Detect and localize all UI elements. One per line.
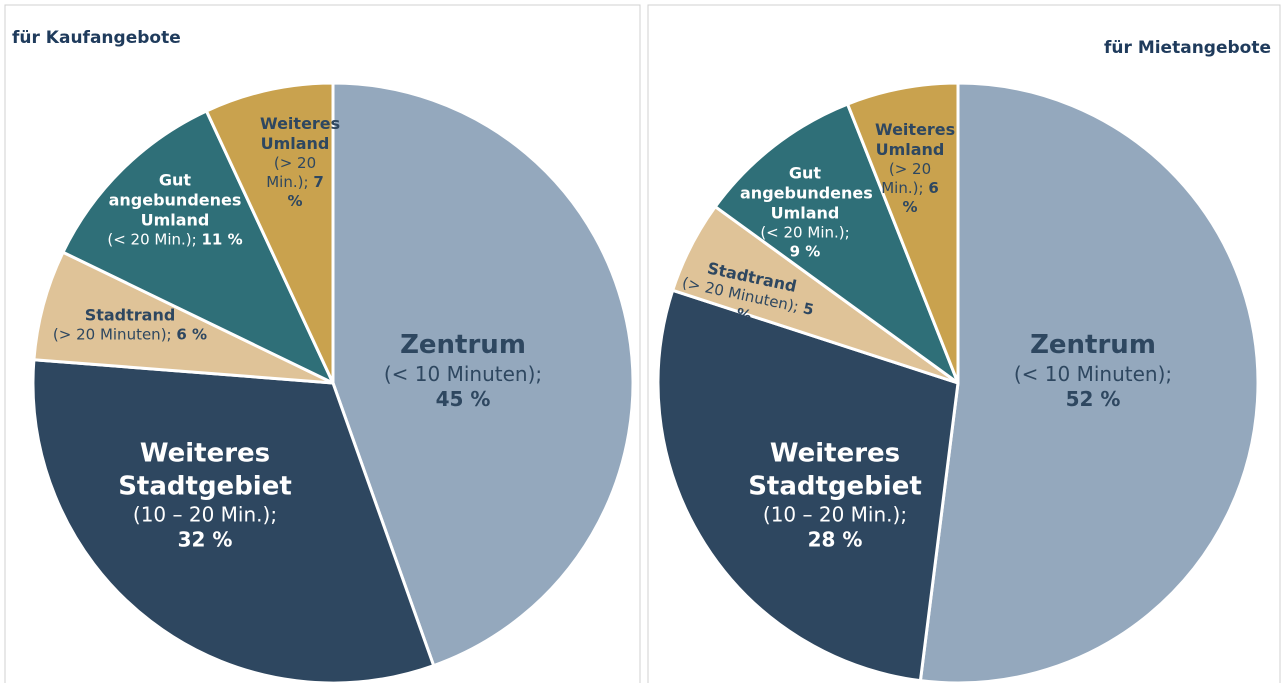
slice-label: Gut angebundenes Umland (< 20 Min.); 11 % bbox=[95, 171, 255, 250]
slice-note: (10 – 20 Min.); bbox=[762, 502, 908, 527]
slice-label: Gut angebundenes Umland (< 20 Min.); 9 % bbox=[740, 163, 873, 261]
panel-border bbox=[647, 4, 1281, 683]
pie-slice bbox=[656, 288, 960, 683]
slice-note: (< 20 Min.); bbox=[760, 223, 850, 242]
slice-note: (< 20 Min.); bbox=[107, 230, 197, 249]
chart-title: für Mietangebote bbox=[1104, 38, 1271, 58]
category-name: Weiteres Umland bbox=[260, 113, 341, 153]
chart-title: für Kaufangebote bbox=[12, 28, 181, 48]
pie-slice bbox=[918, 81, 1260, 683]
pie-slice bbox=[713, 102, 960, 385]
pie-slice bbox=[31, 358, 436, 683]
pie-slice bbox=[846, 81, 960, 385]
slice-note: (> 20 Minuten); bbox=[52, 325, 172, 344]
category-name: Gut angebundenes Umland bbox=[740, 163, 873, 223]
slice-label: Zentrum (< 10 Minuten); 45 % bbox=[353, 329, 573, 412]
value-label: 11 % bbox=[201, 230, 243, 249]
value-label: 52 % bbox=[1065, 386, 1121, 411]
category-name: Weiteres Stadtgebiet bbox=[748, 438, 922, 502]
value-label: 9 % bbox=[789, 242, 821, 260]
category-name: Weiteres Stadtgebiet bbox=[118, 438, 292, 502]
slice-label: Weiteres Stadtgebiet (10 – 20 Min.); 32 % bbox=[95, 438, 315, 553]
slice-note: (> 20 Min.); bbox=[266, 153, 317, 191]
pie-slice bbox=[61, 109, 335, 385]
slice-label: Weiteres Stadtgebiet (10 – 20 Min.); 28 % bbox=[725, 438, 945, 553]
category-name: Stadtrand bbox=[84, 305, 176, 325]
value-label: 45 % bbox=[435, 386, 491, 411]
pie-slice bbox=[204, 81, 335, 385]
value-label: 28 % bbox=[807, 527, 863, 552]
category-name: Zentrum bbox=[1030, 329, 1156, 360]
value-label: 32 % bbox=[177, 527, 233, 552]
slice-label: Weiteres Umland (> 20 Min.); 7 % bbox=[260, 113, 341, 210]
slice-note: (< 10 Minuten); bbox=[1013, 361, 1173, 386]
panel-border bbox=[4, 4, 641, 683]
slice-label: Zentrum (< 10 Minuten); 52 % bbox=[983, 329, 1203, 412]
slice-label: Weiteres Umland (> 20 Min.); 6 % bbox=[875, 119, 956, 216]
category-name: Zentrum bbox=[400, 329, 526, 360]
slice-label: Stadtrand (> 20 Minuten); 6 % bbox=[35, 306, 225, 345]
slice-note: (10 – 20 Min.); bbox=[132, 502, 278, 527]
value-label: 7 % bbox=[287, 172, 324, 210]
slice-note: (< 10 Minuten); bbox=[383, 361, 543, 386]
value-label: 6 % bbox=[902, 178, 939, 216]
slice-note: (> 20 Min.); bbox=[881, 159, 932, 197]
pie-slice bbox=[331, 81, 635, 668]
value-label: 6 % bbox=[176, 325, 208, 344]
category-name: Weiteres Umland bbox=[875, 119, 956, 159]
category-name: Gut angebundenes Umland bbox=[108, 170, 242, 230]
